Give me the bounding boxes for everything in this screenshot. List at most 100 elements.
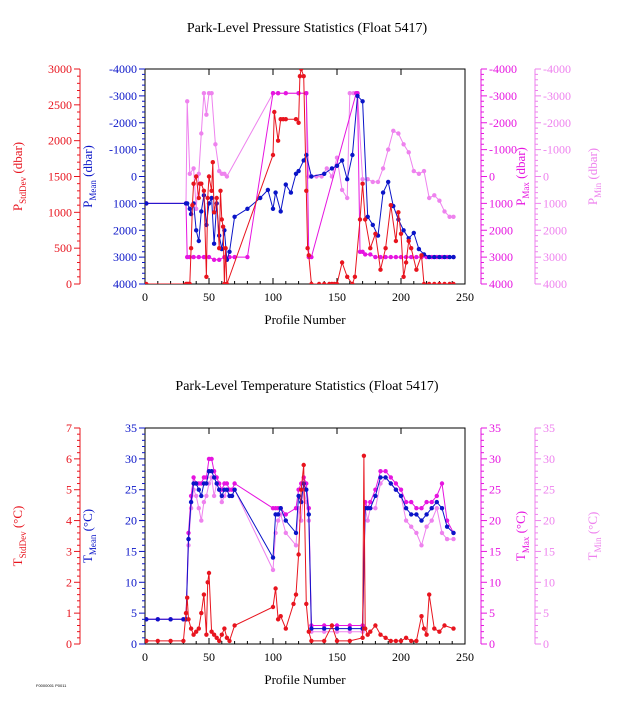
max-point (245, 254, 250, 260)
stddev-point (283, 626, 288, 631)
mean-point (265, 187, 271, 193)
max-tick-label: 35 (489, 421, 501, 435)
max-point (201, 254, 207, 260)
max-point (368, 499, 373, 505)
max-point (209, 456, 214, 462)
mean-point (199, 209, 204, 214)
mean-point (288, 190, 294, 195)
stddev-point (299, 487, 304, 492)
min-point (339, 187, 345, 193)
max-tick-label: 2000 (489, 223, 513, 237)
stddev-point (155, 638, 160, 644)
x-tick-label: 200 (392, 290, 410, 304)
stddev-tick-label: 2 (66, 575, 72, 589)
mean-point (296, 493, 301, 499)
min-point (347, 91, 352, 96)
max-point (217, 257, 222, 262)
max-point (304, 91, 309, 96)
stddev-point (361, 453, 367, 458)
min-tick-label: -4000 (543, 62, 571, 76)
min-tick-label: 4000 (543, 277, 567, 291)
min-point (270, 567, 276, 573)
max-line (146, 92, 454, 261)
mean-point (350, 152, 355, 158)
min-point (275, 518, 281, 523)
stddev-point (368, 246, 373, 251)
mean-point (278, 506, 283, 511)
max-point (398, 487, 404, 492)
stddev-point (186, 617, 191, 622)
mean-point (322, 171, 327, 176)
footer-text: F0000001 P0011 (36, 683, 67, 688)
x-axis-label: Profile Number (264, 312, 346, 327)
mean-point (403, 506, 409, 511)
stddev-point (293, 592, 299, 597)
mean-point (187, 206, 192, 211)
mean-point (432, 254, 437, 260)
max-point (206, 254, 212, 260)
min-tick-label: 10 (543, 575, 555, 589)
mean-point (329, 166, 335, 171)
mean-point (393, 487, 399, 492)
mean-point (270, 555, 276, 560)
mean-tick-label: -1000 (109, 143, 137, 157)
max-point (270, 91, 276, 96)
stddev-point (432, 281, 437, 284)
stddev-point (304, 601, 309, 607)
mean-tick-label: 25 (125, 483, 137, 497)
stddev-point (350, 281, 355, 284)
mean-point (424, 512, 429, 517)
mean-point (301, 158, 306, 163)
stddev-point (211, 210, 217, 215)
min-point (439, 530, 445, 536)
min-point (201, 499, 207, 505)
stddev-point (217, 246, 222, 251)
mean-point (339, 158, 345, 163)
max-tick-label: -2000 (489, 116, 517, 130)
stddev-point (291, 601, 296, 607)
stddev-point (373, 623, 378, 628)
x-tick-label: 50 (203, 290, 215, 304)
max-point (439, 481, 445, 486)
mean-tick-label: 10 (125, 575, 137, 589)
mean-point (429, 506, 434, 511)
mean-tick-label: -3000 (109, 89, 137, 103)
min-point (209, 91, 214, 96)
stddev-point (278, 614, 283, 619)
max-tick-label: 15 (489, 544, 501, 558)
stddev-tick-label: 1 (66, 606, 72, 620)
stddev-point (206, 174, 212, 179)
stddev-point (205, 195, 210, 201)
max-point (187, 254, 192, 260)
min-point (219, 499, 224, 505)
mean-point (345, 177, 350, 182)
max-point (293, 506, 299, 511)
mean-point (383, 475, 388, 480)
mean-point (185, 201, 190, 206)
mean-point (196, 487, 201, 492)
stddev-point (316, 281, 322, 284)
min-point (380, 166, 386, 171)
max-tick-label: 5 (489, 606, 495, 620)
min-tick-label: -2000 (543, 116, 571, 130)
mean-series (145, 93, 456, 262)
min-tick-label: 3000 (543, 250, 567, 264)
stddev-tick-label: 7 (66, 421, 72, 435)
max-tick-label: 30 (489, 452, 501, 466)
mean-point (211, 475, 217, 480)
stddev-line (146, 69, 454, 284)
min-tick-label: -1000 (543, 143, 571, 157)
stddev-point (352, 274, 358, 279)
stddev-point (185, 595, 190, 600)
mean-point (194, 228, 199, 233)
x-tick-label: 100 (264, 290, 282, 304)
min-point (365, 177, 370, 182)
mean-point (145, 617, 149, 622)
stddev-point (451, 626, 456, 631)
stddev-point (383, 635, 388, 640)
mean-point (355, 93, 360, 99)
min-point (187, 171, 192, 176)
mean-point (194, 481, 199, 486)
stddev-point (145, 638, 149, 644)
mean-point (409, 512, 414, 517)
